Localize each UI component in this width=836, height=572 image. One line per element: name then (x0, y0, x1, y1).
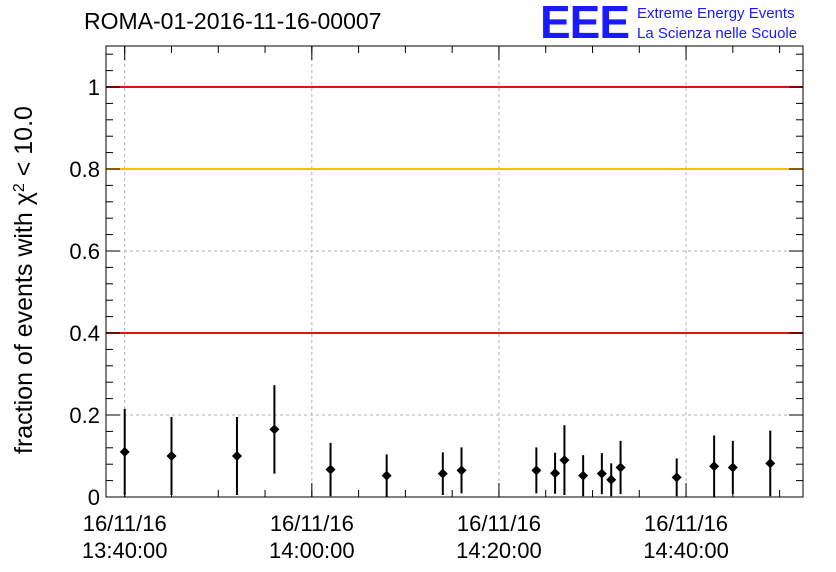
data-point (381, 470, 392, 481)
data-point (578, 470, 589, 481)
x-tick-time-label: 14:40:00 (643, 538, 729, 563)
data-point (596, 468, 607, 479)
data-point (231, 451, 242, 461)
data-point (269, 424, 280, 435)
y-axis-title-prefix: fraction of events with χ (10, 192, 38, 454)
data-point (325, 464, 336, 475)
logo-line-2: La Scienza nelle Scuole (637, 25, 798, 42)
y-tick-label: 1 (88, 75, 100, 100)
data-point (456, 465, 467, 476)
x-tick-date-label: 16/11/16 (644, 511, 728, 536)
data-point (531, 465, 542, 476)
y-tick-label: 0.8 (69, 157, 100, 182)
x-tick-time-label: 13:40:00 (82, 538, 168, 563)
x-tick-time-label: 14:20:00 (456, 538, 542, 563)
data-points (119, 385, 776, 497)
y-tick-label: 0.2 (69, 403, 100, 428)
grid-layer (106, 46, 803, 497)
plot-frame (105, 45, 804, 498)
data-point (550, 468, 561, 479)
data-point (615, 462, 626, 473)
data-point (166, 451, 177, 461)
y-axis-title-sup: 2 (11, 183, 28, 192)
x-tick-date-label: 16/11/16 (457, 511, 541, 536)
data-point (437, 468, 448, 479)
data-point (606, 474, 617, 485)
y-tick-label: 0.6 (69, 239, 100, 264)
plot-title: ROMA-01-2016-11-16-00007 (84, 8, 382, 34)
axis-ticks: 00.20.40.60.8116/11/1613:40:0016/11/1614… (69, 46, 803, 563)
data-point (765, 458, 776, 469)
x-tick-date-label: 16/11/16 (83, 511, 167, 536)
y-tick-label: 0 (88, 485, 100, 510)
reference-lines (106, 86, 803, 334)
y-axis-title-suffix: < 10.0 (10, 106, 38, 183)
data-point (559, 455, 570, 466)
logo-line-1: Extreme Energy Events (637, 5, 795, 22)
x-tick-date-label: 16/11/16 (270, 511, 354, 536)
data-point (671, 472, 682, 483)
x-tick-time-label: 14:00:00 (269, 538, 355, 563)
data-point (119, 446, 130, 457)
data-point (709, 461, 720, 472)
data-point (727, 462, 738, 473)
y-axis-title: fraction of events with χ2 < 10.0 (10, 106, 38, 454)
y-tick-label: 0.4 (69, 321, 100, 346)
eee-logo-mark: EEE (540, 0, 630, 48)
